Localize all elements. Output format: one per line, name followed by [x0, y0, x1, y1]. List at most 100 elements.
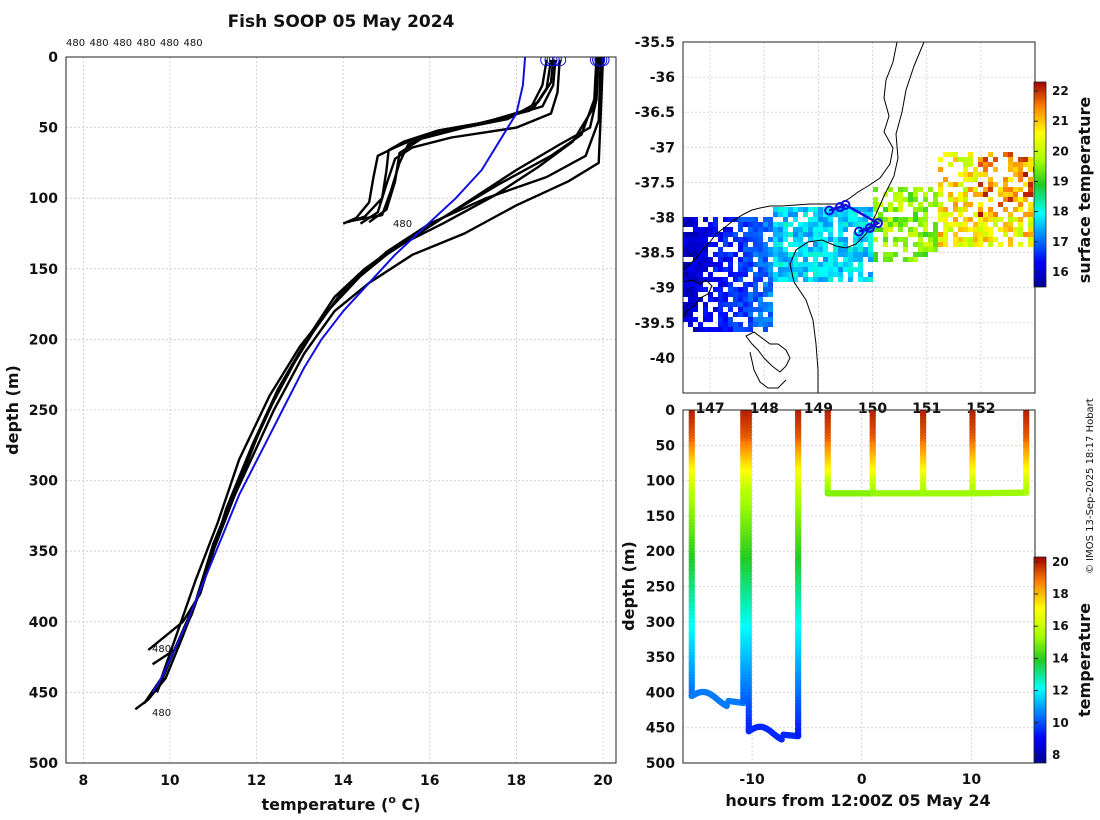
ship-track-station: [840, 199, 851, 210]
sst-pixel: [683, 267, 688, 272]
sst-pixel: [803, 222, 808, 227]
sst-pixel: [688, 302, 693, 307]
sst-pixel: [843, 237, 848, 242]
sst-pixel: [1013, 167, 1018, 172]
sst-pixel: [1018, 207, 1023, 212]
sst-pixel: [888, 257, 893, 262]
sst-pixel: [893, 222, 898, 227]
sst-pixel: [758, 317, 763, 322]
sst-pixel: [963, 177, 968, 182]
section-colorbar-tick-label: 16: [1052, 619, 1069, 633]
section-y-tick-label: 450: [646, 721, 675, 737]
sst-pixel: [813, 227, 818, 232]
sst-pixel: [883, 252, 888, 257]
sst-pixel: [863, 217, 868, 222]
sst-pixel: [763, 287, 768, 292]
map-colorbar-tick-label: 22: [1052, 84, 1069, 98]
sst-pixel: [763, 267, 768, 272]
sst-pixel: [768, 317, 773, 322]
sst-pixel: [763, 257, 768, 262]
profile-x-tick-label: 12: [247, 773, 266, 789]
sst-pixel: [788, 222, 793, 227]
sst-pixel: [838, 232, 843, 237]
sst-pixel: [718, 297, 723, 302]
sst-pixel: [708, 222, 713, 227]
sst-pixel: [768, 217, 773, 222]
sst-pixel: [688, 312, 693, 317]
sst-pixel: [968, 242, 973, 247]
section-sample: [740, 697, 747, 705]
sst-pixel: [888, 202, 893, 207]
sst-pixel: [698, 277, 703, 282]
sst-pixel: [858, 262, 863, 267]
sst-pixel: [958, 157, 963, 162]
sst-pixel: [803, 267, 808, 272]
sst-pixel: [988, 237, 993, 242]
section-x-axis-label: hours from 12:00Z 05 May 24: [725, 791, 990, 810]
sst-pixel: [933, 192, 938, 197]
coastline: [683, 42, 925, 393]
sst-pixel: [718, 287, 723, 292]
sst-pixel: [953, 207, 958, 212]
sst-pixel: [738, 257, 743, 262]
sst-pixel: [938, 237, 943, 242]
sst-pixel: [693, 257, 698, 262]
sst-pixel: [858, 227, 863, 232]
sst-pixel: [883, 222, 888, 227]
map-y-tick-label: -37: [650, 140, 675, 156]
sst-pixel: [713, 242, 718, 247]
sst-pixel: [873, 252, 878, 257]
sst-pixel: [938, 167, 943, 172]
sst-pixel: [703, 232, 708, 237]
sst-pixel: [873, 202, 878, 207]
sst-pixel: [953, 202, 958, 207]
sst-pixel: [858, 277, 863, 282]
sst-pixel: [978, 172, 983, 177]
profile-start-marker: [590, 57, 604, 67]
sst-pixel: [923, 192, 928, 197]
sst-pixel: [763, 217, 768, 222]
sst-pixel: [818, 232, 823, 237]
sst-pixel: [868, 232, 873, 237]
sst-pixel: [833, 252, 838, 257]
profile-line-profile-deep-b: [134, 57, 605, 711]
sst-pixel: [968, 202, 973, 207]
sst-pixel: [683, 232, 688, 237]
sst-pixel: [1013, 197, 1018, 202]
sst-pixel: [753, 307, 758, 312]
sst-pixel: [798, 252, 803, 257]
sst-pixel: [688, 287, 693, 292]
sst-pixel: [843, 222, 848, 227]
sst-pixel: [703, 307, 708, 312]
section-y-tick-label: 200: [646, 544, 675, 560]
sst-pixel: [933, 247, 938, 252]
sst-pixel: [918, 207, 923, 212]
sst-pixel: [983, 172, 988, 177]
sst-pixel: [728, 317, 733, 322]
sst-pixel: [818, 247, 823, 252]
sst-pixel: [798, 247, 803, 252]
sst-pixel: [1023, 212, 1028, 217]
map-colorbar-tick-label: 19: [1052, 174, 1069, 188]
section-colorbar-tick-label: 12: [1052, 684, 1069, 698]
sst-pixel: [968, 162, 973, 167]
sst-pixel: [798, 232, 803, 237]
sst-pixel: [788, 212, 793, 217]
sst-pixel: [733, 272, 738, 277]
sst-pixel: [863, 207, 868, 212]
sst-pixel: [913, 192, 918, 197]
sst-pixel: [938, 217, 943, 222]
sst-pixel: [953, 242, 958, 247]
sst-pixel: [793, 212, 798, 217]
sst-pixel: [723, 317, 728, 322]
sst-pixel: [793, 242, 798, 247]
sst-pixel: [763, 322, 768, 327]
sst-pixel: [963, 162, 968, 167]
sst-pixel: [788, 267, 793, 272]
sst-pixel: [753, 237, 758, 242]
sst-pixel: [708, 317, 713, 322]
sst-pixel: [823, 247, 828, 252]
sst-pixel: [908, 227, 913, 232]
sst-pixel: [698, 227, 703, 232]
sst-pixel: [728, 302, 733, 307]
